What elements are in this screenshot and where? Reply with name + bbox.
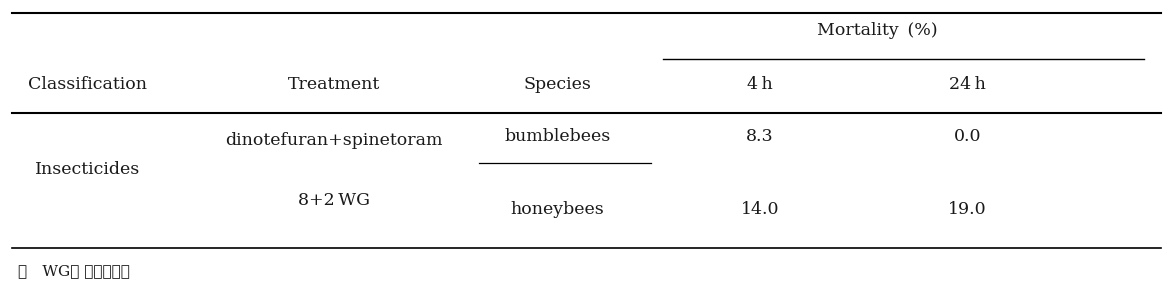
Text: Treatment: Treatment <box>289 76 380 93</box>
Text: 14.0: 14.0 <box>741 201 779 218</box>
Text: 24 h: 24 h <box>949 76 986 93</box>
Text: 8.3: 8.3 <box>746 128 774 145</box>
Text: Mortality (%): Mortality (%) <box>818 22 937 39</box>
Text: 19.0: 19.0 <box>949 201 986 218</box>
Text: ※ WG： 입상수화제: ※ WG： 입상수화제 <box>18 264 129 278</box>
Text: 8+2 WG: 8+2 WG <box>298 192 371 209</box>
Text: dinotefuran+spinetoram: dinotefuran+spinetoram <box>225 132 443 149</box>
Text: Classification: Classification <box>28 76 148 93</box>
Text: honeybees: honeybees <box>510 201 604 218</box>
Text: Species: Species <box>523 76 591 93</box>
Text: bumblebees: bumblebees <box>504 128 610 145</box>
Text: 4 h: 4 h <box>747 76 773 93</box>
Text: 0.0: 0.0 <box>954 128 982 145</box>
Text: Insecticides: Insecticides <box>35 161 141 178</box>
